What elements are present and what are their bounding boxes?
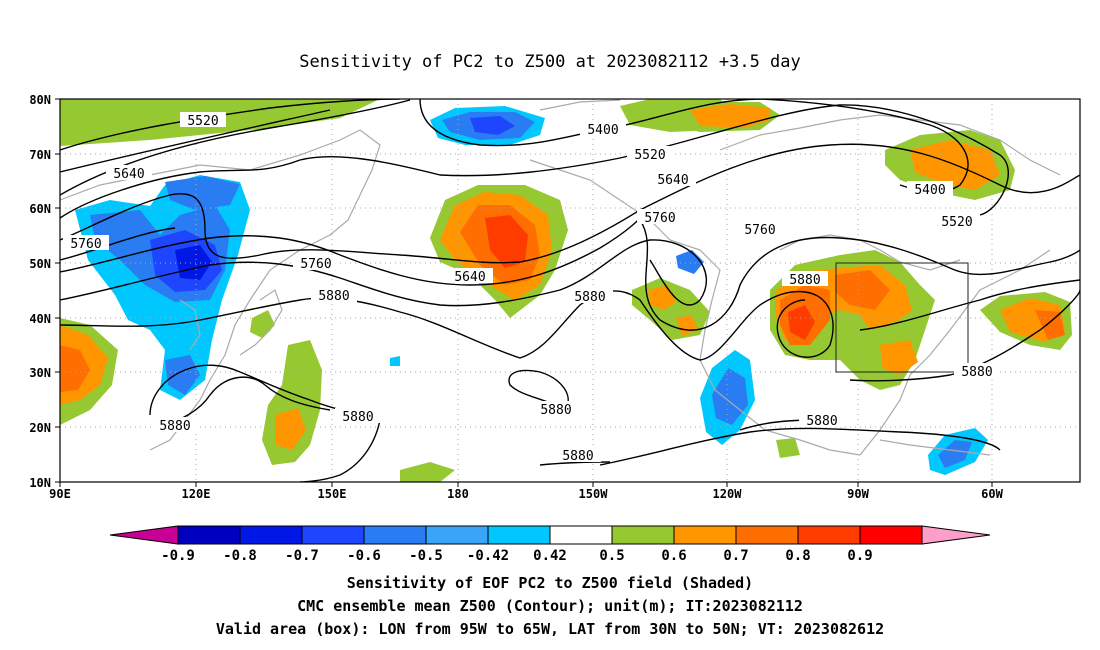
shade-region	[776, 438, 800, 458]
shade-region	[676, 250, 704, 274]
colorbar-box	[425, 525, 489, 545]
colorbar-label: -0.42	[467, 548, 509, 564]
shade-region	[470, 116, 515, 135]
lat-label: 60N	[29, 202, 51, 216]
contour-label: 5880	[961, 365, 992, 380]
colorbar-box	[735, 525, 799, 545]
lat-label: 50N	[29, 257, 51, 271]
lon-label: 180	[447, 487, 469, 501]
colorbar-label: -0.6	[347, 548, 381, 564]
caption-line-3: Valid area (box): LON from 95W to 65W, L…	[216, 620, 884, 638]
contour-label: 5760	[644, 211, 675, 226]
contour-label: 5760	[300, 257, 331, 272]
contour-labels: 5520 5400 5520 5640 5640 5760 5760 5400 …	[63, 112, 1000, 464]
caption-line-1: Sensitivity of EOF PC2 to Z500 field (Sh…	[347, 574, 753, 592]
sensitivity-shading	[60, 99, 1072, 482]
shade-region	[290, 342, 310, 362]
contour-label: 5640	[113, 167, 144, 182]
lat-label: 40N	[29, 312, 51, 326]
contour-label: 5400	[914, 183, 945, 198]
contour-label: 5880	[562, 449, 593, 464]
z500-contours	[60, 99, 1080, 482]
shade-region	[788, 305, 815, 340]
lat-label: 80N	[29, 93, 51, 107]
colorbar-box	[797, 525, 861, 545]
contour-label: 5520	[187, 114, 218, 129]
contour-label: 5640	[454, 270, 485, 285]
lat-label: 30N	[29, 366, 51, 380]
colorbar-box	[859, 525, 923, 545]
colorbar-box	[177, 525, 241, 545]
contour-label: 5880	[789, 273, 820, 288]
colorbar-box	[549, 525, 613, 545]
colorbar-box	[301, 525, 365, 545]
lon-label: 150E	[318, 487, 347, 501]
colorbar-end-low	[109, 525, 179, 545]
contour-label: 5640	[657, 173, 688, 188]
shade-region	[712, 368, 748, 425]
contour-label: 5520	[941, 215, 972, 230]
colorbar-label: -0.7	[285, 548, 319, 564]
contour-label: 5400	[587, 123, 618, 138]
shade-region	[690, 104, 770, 128]
map-title: Sensitivity of PC2 to Z500 at 2023082112…	[299, 52, 801, 72]
colorbar-box	[487, 525, 551, 545]
shade-region	[835, 270, 890, 310]
colorbar-end-high	[921, 525, 991, 545]
contour-label: 5880	[574, 290, 605, 305]
shade-region	[938, 440, 972, 468]
lon-labels: 90E 120E 150E 180 150W 120W 90W 60W	[49, 487, 1003, 501]
lon-label: 60W	[981, 487, 1003, 501]
colorbar-label: -0.8	[223, 548, 257, 564]
lon-label: 120W	[713, 487, 743, 501]
colorbar-label: 0.8	[785, 548, 810, 564]
shade-region	[275, 408, 306, 450]
contour-label: 5880	[806, 414, 837, 429]
axis-ticks	[55, 98, 993, 487]
colorbar-box	[363, 525, 427, 545]
shade-region	[390, 356, 400, 366]
contour-label: 5880	[540, 403, 571, 418]
colorbar-label: 0.9	[847, 548, 872, 564]
colorbar-box	[611, 525, 675, 545]
contour-label: 5880	[342, 410, 373, 425]
shade-region	[400, 462, 455, 482]
colorbar-label: 0.5	[599, 548, 624, 564]
colorbar-label: -0.9	[161, 548, 195, 564]
shade-region	[485, 215, 528, 268]
contour-label: 5760	[744, 223, 775, 238]
colorbar-label: 0.42	[533, 548, 567, 564]
shade-region	[165, 355, 200, 395]
lon-label: 90E	[49, 487, 71, 501]
shade-region	[165, 176, 240, 210]
lon-label: 90W	[847, 487, 869, 501]
caption-line-2: CMC ensemble mean Z500 (Contour); unit(m…	[297, 597, 803, 615]
contour-label: 5880	[318, 289, 349, 304]
shade-region	[60, 345, 90, 392]
valid-area-box	[835, 262, 969, 373]
lon-label: 150W	[579, 487, 609, 501]
plot-frame	[59, 98, 1081, 483]
shade-region	[880, 340, 918, 375]
colorbar-label: -0.5	[409, 548, 443, 564]
lat-labels: 80N 70N 60N 50N 40N 30N 20N 10N	[29, 93, 51, 490]
lat-label: 70N	[29, 148, 51, 162]
contour-label: 5760	[70, 237, 101, 252]
colorbar: -0.9 -0.8 -0.7 -0.6 -0.5 -0.42 0.42 0.5 0.6 0.7 0.…	[109, 525, 991, 564]
contour-label: 5520	[634, 148, 665, 163]
plot-area: 5520 5400 5520 5640 5640 5760 5760 5400 …	[60, 99, 1080, 482]
colorbar-box	[239, 525, 303, 545]
lon-label: 120E	[182, 487, 211, 501]
lat-label: 10N	[29, 476, 51, 490]
lat-label: 20N	[29, 421, 51, 435]
shade-region	[1035, 310, 1065, 340]
contour-label: 5880	[159, 419, 190, 434]
colorbar-label: 0.6	[661, 548, 686, 564]
colorbar-label: 0.7	[723, 548, 748, 564]
colorbar-box	[673, 525, 737, 545]
